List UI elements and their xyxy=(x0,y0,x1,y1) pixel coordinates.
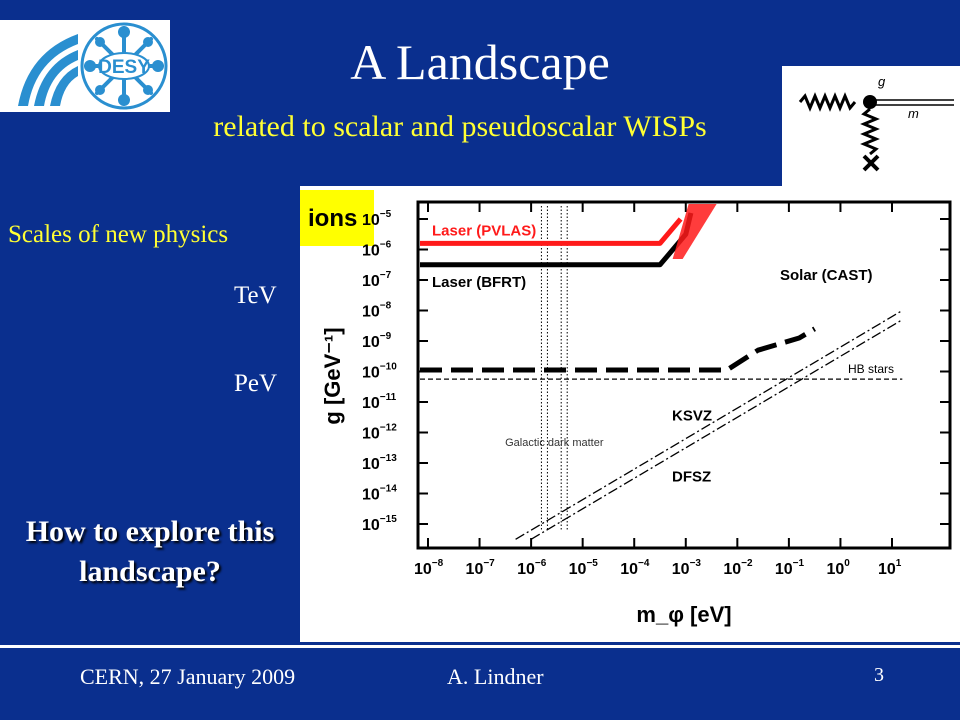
x-tick-label: 10−4 xyxy=(620,558,650,578)
y-tick-label: 10−7 xyxy=(362,270,392,290)
ions-highlight xyxy=(300,190,374,246)
logo-text: DESY xyxy=(98,57,150,78)
series-label-3: Solar (CAST) xyxy=(780,267,873,284)
desy-logo: DESY xyxy=(0,20,170,112)
x-tick-label: 10−5 xyxy=(569,558,599,578)
y-tick-label: 10−15 xyxy=(362,514,397,534)
series-line-3 xyxy=(420,326,816,373)
x-tick-label: 10−7 xyxy=(466,558,496,578)
series-label-6: DFSZ xyxy=(672,468,711,485)
slide-subtitle: related to scalar and pseudoscalar WISPs xyxy=(213,110,707,143)
y-tick-label: 10−10 xyxy=(362,362,397,382)
y-tick-label: 10−5 xyxy=(362,209,392,229)
x-tick-label: 100 xyxy=(826,558,850,578)
series-label-5: KSVZ xyxy=(672,407,712,424)
footer-event: CERN, 27 January 2009 xyxy=(80,664,296,689)
mass-label: m xyxy=(908,106,919,121)
y-tick-label: 10−12 xyxy=(362,423,397,443)
exclusion-plot: ions 10−5 10−6 10−7 10−8 10−9 10−10 10−11 10−12… xyxy=(300,186,960,642)
footer-author: A. Lindner xyxy=(447,664,544,689)
feynman-diagram: g m xyxy=(782,66,960,186)
y-axis-label: g [GeV⁻¹] xyxy=(320,327,345,424)
scales-label: Scales of new physics xyxy=(8,221,229,248)
slide-title: A Landscape xyxy=(350,34,610,90)
x-tick-label: 10−3 xyxy=(672,558,702,578)
pev-label: PeV xyxy=(234,370,278,397)
y-tick-label: 10−13 xyxy=(362,453,397,473)
x-axis-label: m_φ [eV] xyxy=(636,602,731,627)
x-tick-label: 10−2 xyxy=(723,558,753,578)
series-label-4: HB stars xyxy=(848,362,894,376)
coupling-label: g xyxy=(878,74,886,89)
series-label-1: Laser (PVLAS) xyxy=(432,222,536,239)
x-tick-label: 101 xyxy=(878,558,902,578)
exclusion-chart: ions 10−5 10−6 10−7 10−8 10−9 10−10 10−11 10−12… xyxy=(300,190,952,627)
pvlas-region xyxy=(672,204,717,259)
y-tick-label: 10−9 xyxy=(362,331,392,351)
y-tick-label: 10−8 xyxy=(362,301,392,321)
footer-divider xyxy=(0,645,960,648)
x-tick-label: 10−1 xyxy=(775,558,805,578)
x-tick-label: 10−8 xyxy=(414,558,444,578)
y-tick-label: 10−11 xyxy=(362,392,397,412)
series-line-5 xyxy=(515,309,903,540)
x-tick-label: 10−6 xyxy=(517,558,547,578)
page-number: 3 xyxy=(874,664,884,686)
explore-question: How to explore this landscape? xyxy=(25,515,275,588)
plot-frame xyxy=(416,200,952,550)
tev-label: TeV xyxy=(234,282,277,309)
series-label-2: Laser (BFRT) xyxy=(432,274,526,291)
series-line-6 xyxy=(530,319,903,540)
y-tick-label: 10−14 xyxy=(362,484,397,504)
ions-corner-label: ions xyxy=(308,205,357,232)
series-line-1 xyxy=(420,217,683,246)
y-tick-label: 10−6 xyxy=(362,240,392,260)
dark-matter-label: Galactic dark matter xyxy=(505,437,604,449)
